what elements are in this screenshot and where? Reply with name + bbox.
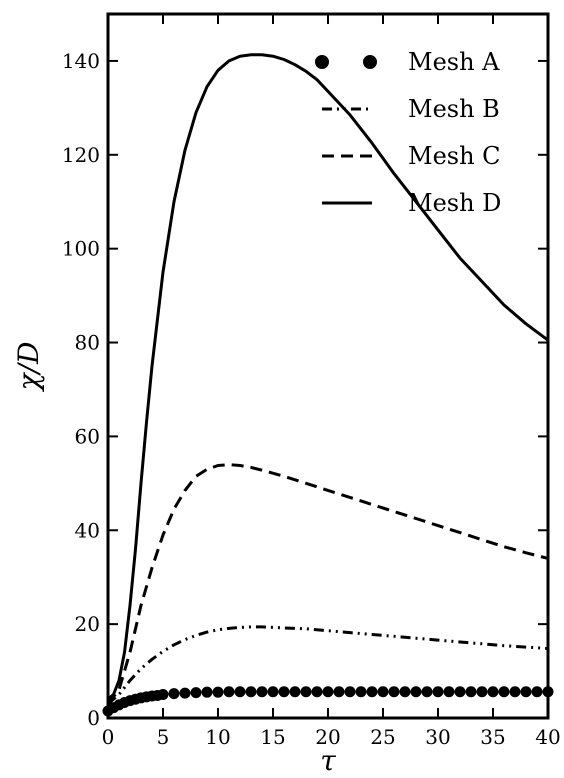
y-tick-label: 20 xyxy=(75,612,100,636)
x-tick-label: 35 xyxy=(480,725,505,749)
data-point xyxy=(157,689,169,701)
legend-item-mesh-c: Mesh C xyxy=(322,142,501,170)
legend: Mesh A Mesh B Mesh C Mesh D xyxy=(315,48,501,217)
data-point xyxy=(509,686,521,698)
data-point xyxy=(256,686,268,698)
data-point xyxy=(443,686,455,698)
data-point xyxy=(465,686,477,698)
legend-item-mesh-a: Mesh A xyxy=(315,48,500,76)
data-point xyxy=(212,686,224,698)
data-point xyxy=(542,686,554,698)
y-tick-label: 0 xyxy=(87,706,100,730)
series-line-mesh-b xyxy=(107,625,549,706)
y-tick-label: 40 xyxy=(75,518,100,542)
x-tick-label: 5 xyxy=(157,725,170,749)
data-point xyxy=(432,686,444,698)
data-point xyxy=(300,686,312,698)
x-tick-label: 20 xyxy=(315,725,340,749)
data-point xyxy=(421,686,433,698)
ticks-layer: 0 5 10 15 20 25 30 35 40 0 20 40 60 80 100 120 140 xyxy=(62,14,561,749)
series-mesh-a xyxy=(102,686,554,717)
legend-label: Mesh D xyxy=(408,189,501,217)
data-point xyxy=(388,686,400,698)
data-point xyxy=(355,686,367,698)
data-point xyxy=(201,686,213,698)
y-axis-label: χ/D xyxy=(12,342,45,393)
data-point xyxy=(289,686,301,698)
data-point xyxy=(278,686,290,698)
data-point xyxy=(168,688,180,700)
x-tick-label: 25 xyxy=(370,725,395,749)
legend-label: Mesh C xyxy=(408,142,501,170)
y-tick-label: 80 xyxy=(75,331,100,355)
data-point xyxy=(520,686,532,698)
data-point xyxy=(311,686,323,698)
x-tick-label: 15 xyxy=(260,725,285,749)
data-point xyxy=(487,686,499,698)
series-line-mesh-d xyxy=(107,53,549,701)
y-tick-label: 100 xyxy=(62,237,100,261)
x-tick-label: 0 xyxy=(102,725,115,749)
data-point xyxy=(223,686,235,698)
data-point xyxy=(476,686,488,698)
data-point xyxy=(333,686,345,698)
y-tick-label: 140 xyxy=(62,49,100,73)
x-tick-label: 30 xyxy=(425,725,450,749)
x-axis-label: τ xyxy=(320,744,336,777)
data-point xyxy=(377,686,389,698)
data-point xyxy=(190,687,202,699)
legend-marker xyxy=(315,55,329,69)
data-point xyxy=(366,686,378,698)
data-point xyxy=(410,686,422,698)
data-point xyxy=(454,686,466,698)
series-line-mesh-c xyxy=(106,463,549,705)
data-point xyxy=(344,686,356,698)
y-tick-label: 60 xyxy=(75,424,100,448)
series-layer xyxy=(102,53,554,717)
legend-item-mesh-d: Mesh D xyxy=(322,189,501,217)
data-point xyxy=(531,686,543,698)
legend-label: Mesh A xyxy=(408,48,500,76)
data-point xyxy=(234,686,246,698)
y-tick-label: 120 xyxy=(62,143,100,167)
x-tick-label: 10 xyxy=(205,725,230,749)
data-point xyxy=(498,686,510,698)
data-point xyxy=(179,687,191,699)
legend-label: Mesh B xyxy=(408,95,500,123)
x-tick-label: 40 xyxy=(535,725,560,749)
legend-marker xyxy=(363,55,377,69)
data-point xyxy=(322,686,334,698)
data-point xyxy=(267,686,279,698)
legend-item-mesh-b: Mesh B xyxy=(322,95,500,123)
data-point xyxy=(245,686,257,698)
data-point xyxy=(399,686,411,698)
